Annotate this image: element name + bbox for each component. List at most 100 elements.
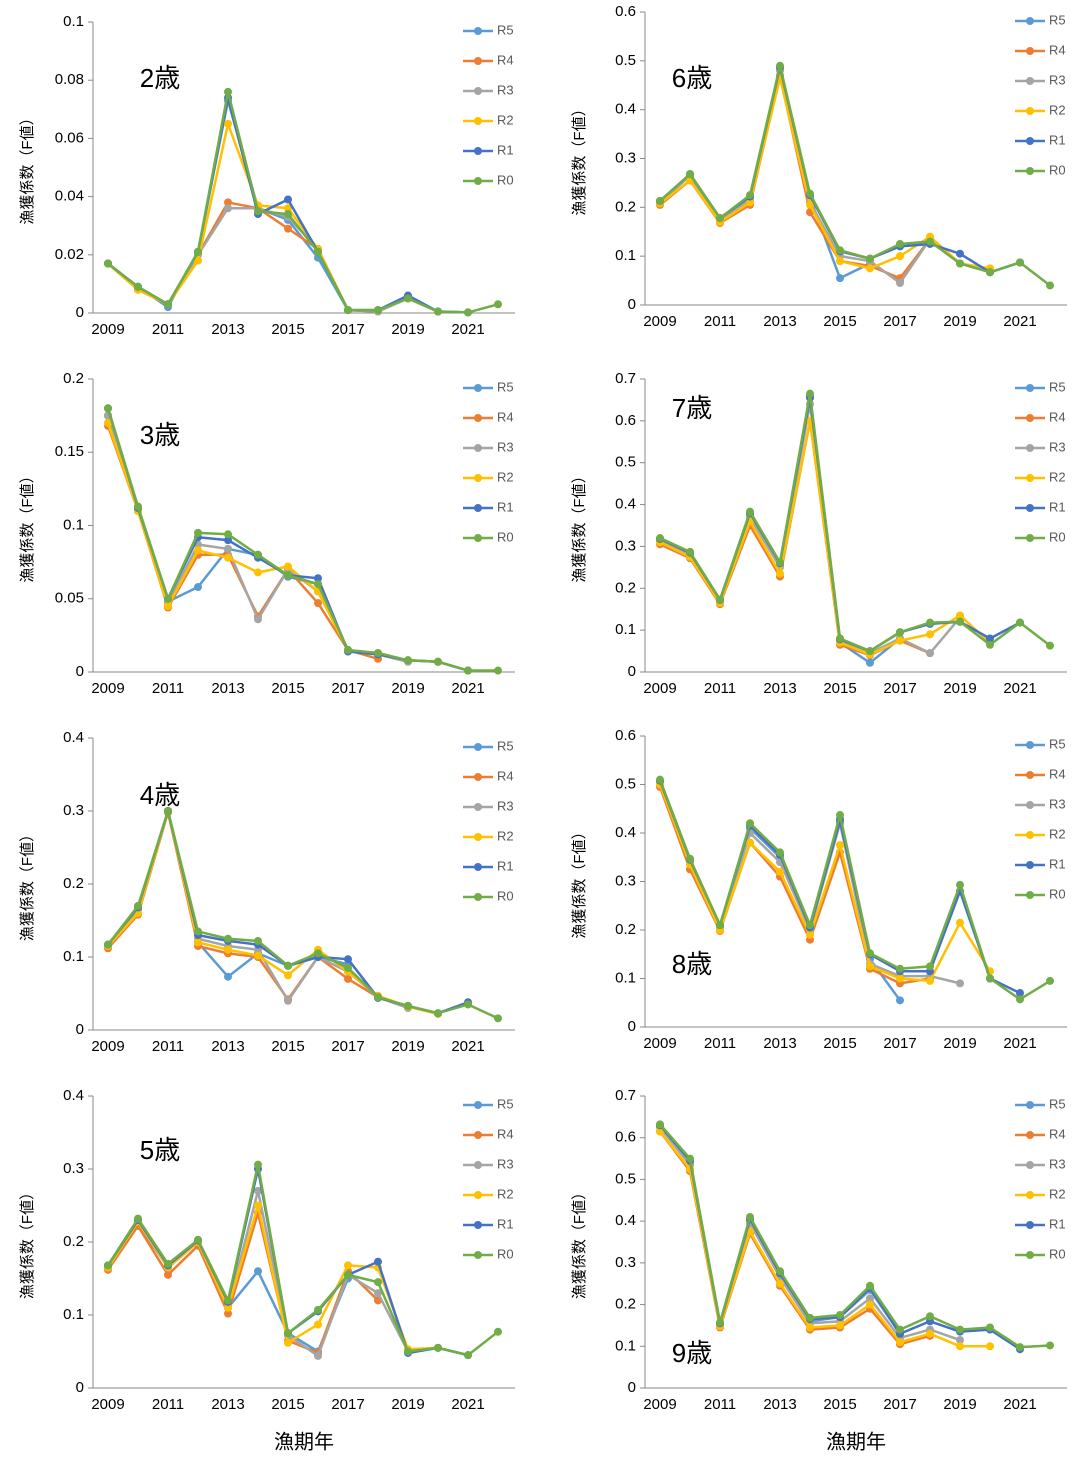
y-tick-label: 0.7 xyxy=(615,1087,636,1104)
x-tick-label: 2017 xyxy=(883,1035,916,1052)
data-point xyxy=(194,1235,202,1244)
data-point xyxy=(194,528,202,537)
legend-marker xyxy=(1026,444,1034,452)
legend-marker xyxy=(474,1251,482,1259)
panel: 0 0.05 0.1 0.15 0.2 2009 2011 2013 2015 2017 2019 2… xyxy=(19,370,515,697)
data-point xyxy=(314,599,322,608)
legend-marker xyxy=(1026,137,1034,145)
series-line xyxy=(659,419,931,657)
data-point xyxy=(806,200,814,209)
series-line xyxy=(107,809,499,1020)
data-point xyxy=(746,507,754,516)
x-tick-label: 2013 xyxy=(211,321,244,338)
data-point xyxy=(956,918,964,927)
data-point xyxy=(1046,641,1054,650)
y-tick-label: 0.2 xyxy=(615,579,636,596)
x-tick-label: 2011 xyxy=(152,1038,184,1055)
legend-marker xyxy=(1026,534,1034,542)
data-point xyxy=(746,838,754,847)
y-tick-label: 0 xyxy=(628,663,636,680)
data-point xyxy=(254,936,262,945)
y-axis-label: 漁獲係数（F値） xyxy=(571,824,588,938)
data-point xyxy=(254,207,262,216)
x-tick-label: 2019 xyxy=(391,1396,424,1413)
data-point xyxy=(866,962,874,971)
legend-label: R0 xyxy=(1049,886,1066,901)
data-point xyxy=(956,979,964,988)
x-tick-label: 2011 xyxy=(704,1396,736,1413)
legend-label: R1 xyxy=(497,142,514,157)
panel: 0 0.1 0.2 0.3 0.4 2009 2011 2013 2015 2017 2019 202… xyxy=(19,729,515,1055)
y-tick-label: 0.1 xyxy=(63,948,84,965)
data-point xyxy=(284,1338,292,1347)
series-line xyxy=(659,76,991,270)
y-tick-label: 0.2 xyxy=(63,370,84,387)
data-point xyxy=(314,949,322,958)
x-tick-label: 2011 xyxy=(704,1035,736,1052)
data-point xyxy=(686,1154,694,1163)
y-tick-label: 0.2 xyxy=(615,1296,636,1313)
y-tick-label: 0.7 xyxy=(615,370,636,387)
data-point xyxy=(896,239,904,248)
data-point xyxy=(746,1212,754,1221)
data-point xyxy=(926,1329,934,1338)
x-tick-label: 2015 xyxy=(823,1396,856,1413)
data-point xyxy=(836,246,844,255)
data-point xyxy=(716,921,724,930)
legend-marker xyxy=(1026,107,1034,115)
y-tick-label: 0.3 xyxy=(615,149,636,166)
data-point xyxy=(956,617,964,626)
legend-label: R3 xyxy=(497,82,514,97)
x-tick-label: 2009 xyxy=(643,313,676,330)
data-point xyxy=(866,1294,874,1303)
data-point xyxy=(866,647,874,656)
series-line xyxy=(106,1222,350,1353)
x-tick-label: 2009 xyxy=(91,321,124,338)
data-point xyxy=(254,1201,262,1210)
data-point xyxy=(134,282,142,291)
data-point xyxy=(1016,989,1024,998)
data-point xyxy=(314,580,322,589)
x-tick-label: 2011 xyxy=(704,313,736,330)
legend-label: R3 xyxy=(1049,439,1066,454)
legend-label: R4 xyxy=(497,1126,514,1141)
x-tick-label: 2013 xyxy=(211,680,244,697)
data-point xyxy=(284,961,292,970)
legend-label: R4 xyxy=(1049,766,1066,781)
data-point xyxy=(104,1261,112,1270)
series-line xyxy=(106,422,439,663)
data-point xyxy=(164,300,172,309)
data-point xyxy=(224,1303,232,1312)
legend-label: R0 xyxy=(497,888,514,903)
data-point xyxy=(194,247,202,256)
data-point xyxy=(344,974,352,983)
data-point xyxy=(224,544,232,553)
data-point xyxy=(254,951,262,960)
data-point xyxy=(374,306,382,315)
data-point xyxy=(656,775,664,784)
data-point xyxy=(986,974,994,983)
legend-marker xyxy=(474,803,482,811)
y-axis-label: 漁獲係数（F値） xyxy=(19,110,36,224)
legend-marker xyxy=(1026,741,1034,749)
data-point xyxy=(1016,258,1024,267)
y-tick-label: 0.5 xyxy=(615,52,636,69)
x-tick-label: 2011 xyxy=(152,680,184,697)
legend-marker xyxy=(1026,1191,1034,1199)
data-point xyxy=(224,198,232,207)
data-point xyxy=(464,1000,472,1009)
legend-marker xyxy=(474,1161,482,1169)
data-point xyxy=(224,204,232,213)
x-tick-label: 2021 xyxy=(1003,313,1036,330)
legend-label: R5 xyxy=(1049,736,1066,751)
x-tick-label: 2011 xyxy=(152,321,184,338)
data-point xyxy=(314,1305,322,1314)
y-tick-label: 0.15 xyxy=(55,443,84,460)
panel: 0 0.1 0.2 0.3 0.4 0.5 0.6 2009 2011 2013 2015 2017 2… xyxy=(571,727,1067,1052)
legend-label: R5 xyxy=(497,738,514,753)
data-point xyxy=(164,1259,172,1268)
series-line xyxy=(659,419,991,656)
panel: 0 0.02 0.04 0.06 0.08 0.1 2009 2011 2013 2015 2017… xyxy=(19,13,515,338)
legend-marker xyxy=(474,414,482,422)
